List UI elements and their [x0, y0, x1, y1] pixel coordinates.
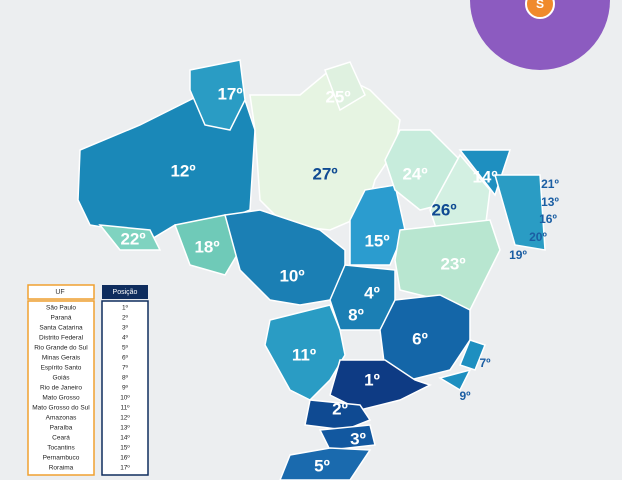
pos-header-cell — [102, 285, 148, 299]
state-rank-label: 11º — [292, 345, 316, 364]
state-rank-label: 1º — [364, 370, 380, 389]
state-position: 17º — [120, 465, 130, 472]
state-rank-label: 5º — [314, 456, 330, 475]
state-name: Espírito Santo — [41, 365, 82, 372]
header-posicao: Posição — [113, 289, 138, 296]
state-rank-label: 25º — [325, 87, 350, 106]
state-position: 8º — [122, 375, 129, 382]
state-position: 11º — [120, 405, 130, 412]
state-position: 12º — [120, 415, 130, 422]
state-rank-label: 3º — [350, 429, 366, 448]
state-rank-label: 2º — [332, 399, 348, 418]
state-name: Pernambuco — [43, 455, 80, 462]
state-rank-label: 7º — [479, 356, 491, 370]
state-position: 3º — [122, 325, 129, 332]
state-position: 16º — [120, 455, 130, 462]
state-name: Roraima — [49, 465, 74, 472]
state-name: Paraná — [51, 315, 72, 322]
badge — [525, 0, 555, 19]
state-rank-label: 21º — [541, 177, 559, 191]
state-rank-label: 4º — [364, 283, 380, 302]
header-uf: UF — [55, 289, 64, 296]
state-name: Rio de Janeiro — [40, 385, 82, 392]
state-name: Ceará — [52, 435, 70, 442]
state-rank-label: 14º — [472, 167, 497, 186]
state-rank-label: 17º — [217, 84, 242, 103]
state-name: Minas Gerais — [42, 355, 81, 362]
state-position: 7º — [122, 365, 129, 372]
state-position: 10º — [120, 395, 130, 402]
state-rank-label: 16º — [539, 212, 557, 226]
state-rank-label: 27º — [312, 164, 337, 183]
state-rank-label: 22º — [120, 229, 145, 248]
state-rank-label: 23º — [440, 254, 465, 273]
brazil-map — [77, 59, 546, 480]
uf-header-cell — [27, 284, 95, 300]
state-position: 4º — [122, 335, 129, 342]
state-name: Rio Grande do Sul — [34, 345, 88, 352]
state-position: 15º — [120, 445, 130, 452]
state-name: São Paulo — [46, 305, 76, 312]
state-rank-label: 18º — [194, 237, 219, 256]
state-name: Santa Catarina — [39, 325, 83, 332]
state-rank-label: 9º — [459, 389, 471, 403]
state-rank-label: 15º — [364, 231, 389, 250]
state-position: 2º — [122, 315, 129, 322]
state-rank-label: 10º — [279, 266, 304, 285]
state-rank-label: 26º — [431, 200, 456, 219]
state-rank-label: 24º — [402, 164, 427, 183]
state-rank-label: 19º — [509, 248, 527, 262]
pos-column — [101, 300, 149, 476]
state-name: Distrito Federal — [39, 335, 84, 342]
state-rank-label: 13º — [541, 195, 559, 209]
state-position: 1º — [122, 305, 129, 312]
state-rank-label: 8º — [348, 305, 364, 324]
badge-arc — [470, 0, 610, 70]
state-rank-label: 12º — [170, 161, 195, 180]
state-name: Amazonas — [46, 415, 77, 422]
badge-text: S — [536, 0, 544, 11]
state-name: Paraíba — [50, 425, 73, 432]
state-name: Tocantins — [47, 445, 75, 452]
state-position: 13º — [120, 425, 130, 432]
state-position: 14º — [120, 435, 130, 442]
state-name: Mato Grosso do Sul — [32, 405, 90, 412]
state-rank-label: 6º — [412, 329, 428, 348]
uf-column — [27, 300, 95, 476]
state-position: 5º — [122, 345, 129, 352]
state-position: 6º — [122, 355, 129, 362]
state-name: Mato Grosso — [42, 395, 80, 402]
ranking-table: UF Posição São Paulo 1º Paraná 2º Santa Catari… — [27, 284, 149, 476]
state-rank-label: 20º — [529, 230, 547, 244]
state-name: Goiás — [53, 375, 71, 382]
state-position: 9º — [122, 385, 129, 392]
